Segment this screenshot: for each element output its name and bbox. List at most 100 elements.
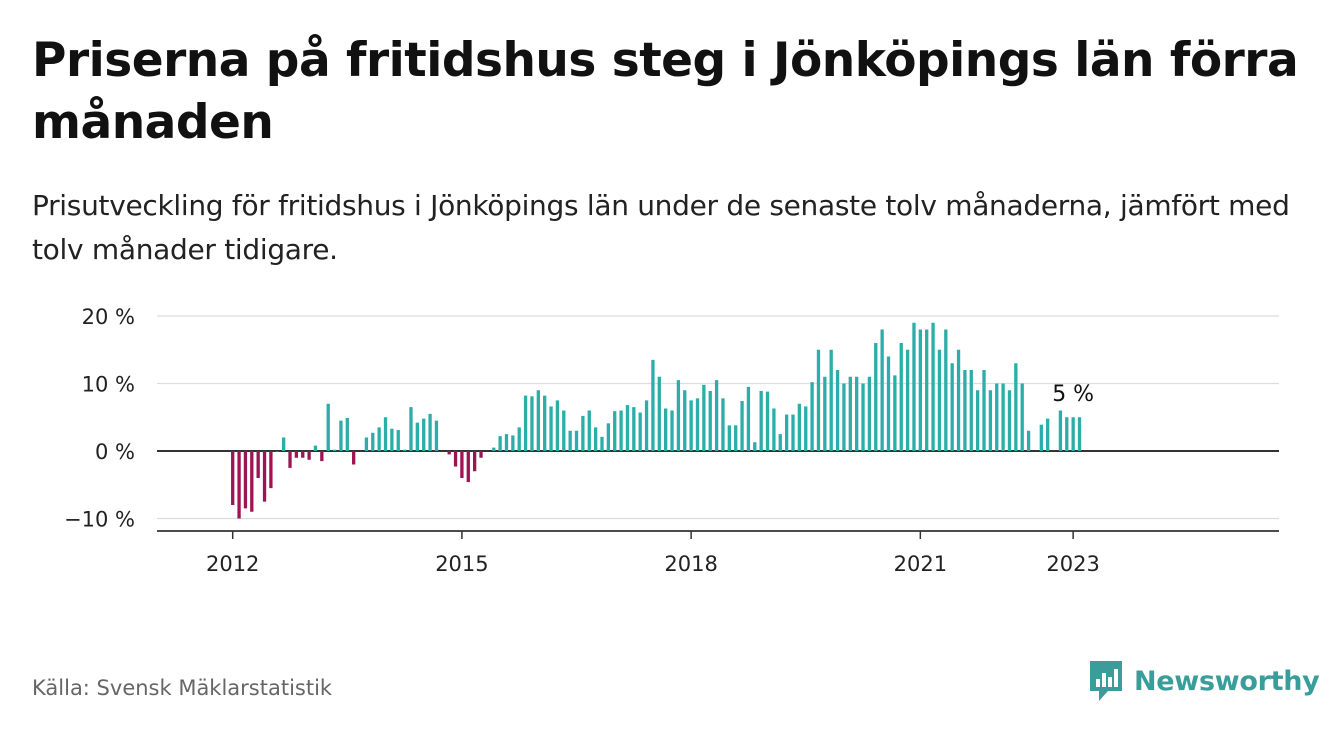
bar	[784, 414, 789, 451]
newsworthy-logo-icon	[1090, 661, 1122, 701]
bar	[1046, 418, 1050, 451]
bar	[453, 451, 458, 467]
bar	[842, 383, 846, 451]
bar	[460, 451, 464, 478]
bar	[969, 370, 973, 451]
bar	[568, 430, 572, 451]
bar	[581, 415, 585, 451]
bar-chart: 20 % 10 % 0 % −10 % 2012 2015 2018 2021 2023 5 %	[64, 305, 1279, 576]
bar	[880, 329, 884, 451]
bar	[364, 437, 369, 451]
bar	[498, 436, 502, 451]
bar	[606, 423, 611, 451]
x-tick-label: 2023	[1046, 552, 1099, 576]
bar	[543, 395, 547, 451]
bar	[383, 417, 388, 451]
x-tick-label: 2018	[664, 552, 717, 576]
bar	[664, 408, 668, 451]
bar	[689, 400, 693, 451]
bar	[899, 343, 903, 451]
bar	[447, 451, 451, 455]
bar	[281, 437, 286, 451]
bar	[644, 400, 649, 451]
bar	[492, 447, 496, 451]
bar	[402, 449, 407, 451]
y-tick-label: −10 %	[64, 508, 135, 532]
bar	[988, 390, 993, 451]
bar	[912, 322, 916, 451]
bar	[504, 434, 509, 451]
bar	[765, 391, 770, 451]
bar	[810, 382, 814, 451]
bar	[390, 428, 394, 451]
bar	[549, 406, 553, 451]
bar	[479, 451, 483, 458]
bar	[600, 436, 604, 451]
brand-name: Newsworthy	[1134, 665, 1320, 697]
x-tick-label: 2015	[435, 552, 488, 576]
bar	[1026, 430, 1031, 451]
bar	[721, 398, 725, 451]
bar	[536, 390, 540, 451]
chart-subtitle: Prisutveckling för fritidshus i Jönköpin…	[32, 189, 1290, 266]
bar	[829, 349, 833, 451]
bar	[963, 370, 967, 451]
bar	[288, 451, 292, 468]
bar	[555, 400, 560, 451]
bar	[1039, 424, 1043, 451]
bar	[562, 410, 566, 451]
bar	[950, 363, 954, 451]
bar	[243, 451, 248, 509]
bar	[778, 434, 782, 451]
bar	[925, 329, 929, 451]
bar	[320, 451, 324, 462]
bar	[746, 386, 751, 451]
bar	[772, 408, 776, 451]
bar	[1065, 417, 1069, 451]
bar	[377, 427, 381, 451]
bar	[886, 356, 891, 451]
bar	[975, 390, 980, 451]
bar	[937, 349, 942, 451]
bar	[332, 449, 337, 451]
bar	[237, 451, 241, 519]
bar	[714, 380, 719, 451]
bar	[816, 349, 821, 451]
bar	[339, 420, 343, 451]
bar	[791, 414, 795, 451]
bar	[797, 403, 802, 451]
bar	[823, 376, 827, 451]
bar	[409, 407, 413, 451]
bar	[893, 375, 897, 451]
bar	[982, 370, 986, 451]
bar	[301, 451, 305, 458]
bar	[422, 418, 426, 451]
bar	[702, 384, 706, 451]
latest-value-label: 5 %	[1052, 382, 1094, 407]
bar	[1058, 410, 1063, 451]
bar	[345, 417, 349, 451]
bar	[262, 451, 267, 502]
bar	[313, 445, 318, 451]
bar	[918, 329, 922, 451]
bar	[511, 435, 515, 451]
bar	[734, 425, 738, 451]
brand-logo[interactable]: Newsworthy	[1088, 658, 1320, 704]
bar	[651, 359, 655, 451]
bar	[352, 451, 356, 465]
y-tick-label: 10 %	[82, 373, 135, 397]
bar	[593, 427, 598, 451]
bar	[523, 395, 528, 451]
bar	[625, 405, 630, 451]
bar	[275, 451, 279, 452]
bar	[619, 410, 623, 451]
bar	[638, 412, 642, 451]
bar	[676, 380, 681, 451]
bar	[466, 451, 470, 483]
bar	[1071, 417, 1075, 451]
bar	[740, 401, 744, 451]
bar	[727, 425, 731, 451]
bar	[861, 383, 865, 451]
bar	[683, 390, 687, 451]
bar	[587, 410, 591, 451]
